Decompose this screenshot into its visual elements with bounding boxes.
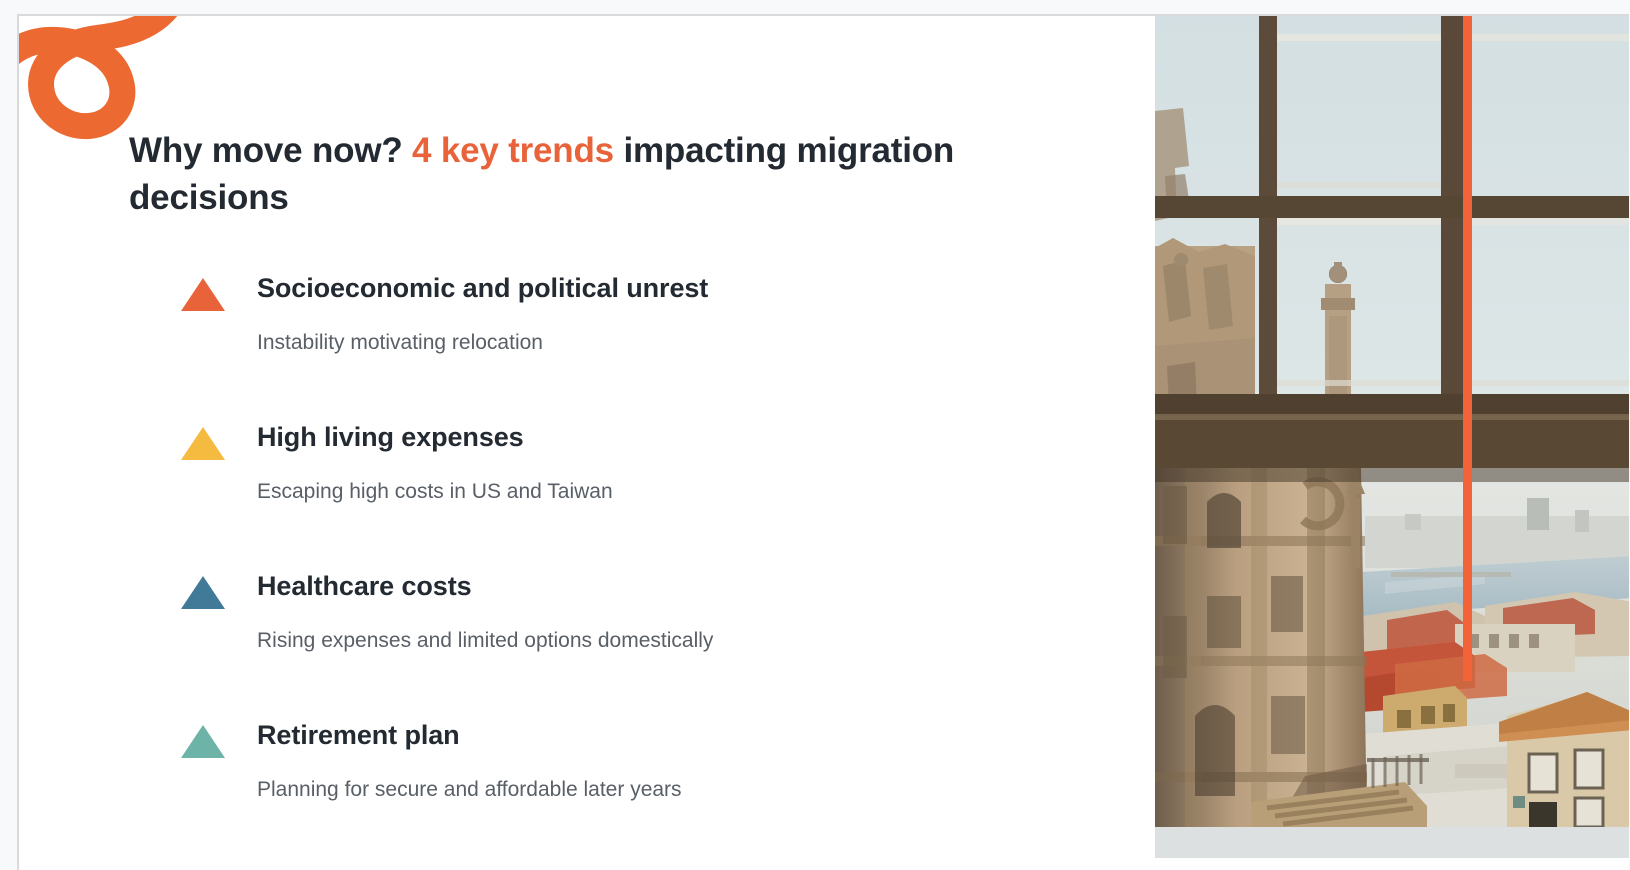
triangle-icon [181,576,225,609]
headline-accent: 4 key trends [412,131,614,170]
list-item: Retirement plan Planning for secure and … [129,706,1079,826]
triangle-icon [181,725,225,758]
trend-title: Socioeconomic and political unrest [257,273,709,303]
trend-description: Planning for secure and affordable later… [257,778,682,801]
triangle-icon [181,278,225,311]
page-title: Why move now? 4 key trends impacting mig… [129,128,1064,221]
content-column: Why move now? 4 key trends impacting mig… [111,16,1111,870]
headline-after: impacting migration decisions [129,131,955,217]
photo-image [1155,16,1629,827]
window-cityscape-photo [1155,16,1629,858]
photo-footer-band [1155,827,1629,858]
trend-list: Socioeconomic and political unrest Insta… [129,259,1079,826]
orange-accent-line [1463,16,1472,681]
list-item: Healthcare costs Rising expenses and lim… [129,557,1079,706]
list-item: Socioeconomic and political unrest Insta… [129,259,1079,408]
triangle-icon [181,427,225,460]
list-item: High living expenses Escaping high costs… [129,408,1079,557]
trend-description: Instability motivating relocation [257,331,543,354]
trend-title: Retirement plan [257,720,460,750]
trend-title: High living expenses [257,422,524,452]
headline-before: Why move now? [129,131,413,170]
trend-title: Healthcare costs [257,571,472,601]
trend-description: Rising expenses and limited options dome… [257,629,714,652]
slide-card: Why move now? 4 key trends impacting mig… [17,14,1629,870]
trend-description: Escaping high costs in US and Taiwan [257,480,613,503]
